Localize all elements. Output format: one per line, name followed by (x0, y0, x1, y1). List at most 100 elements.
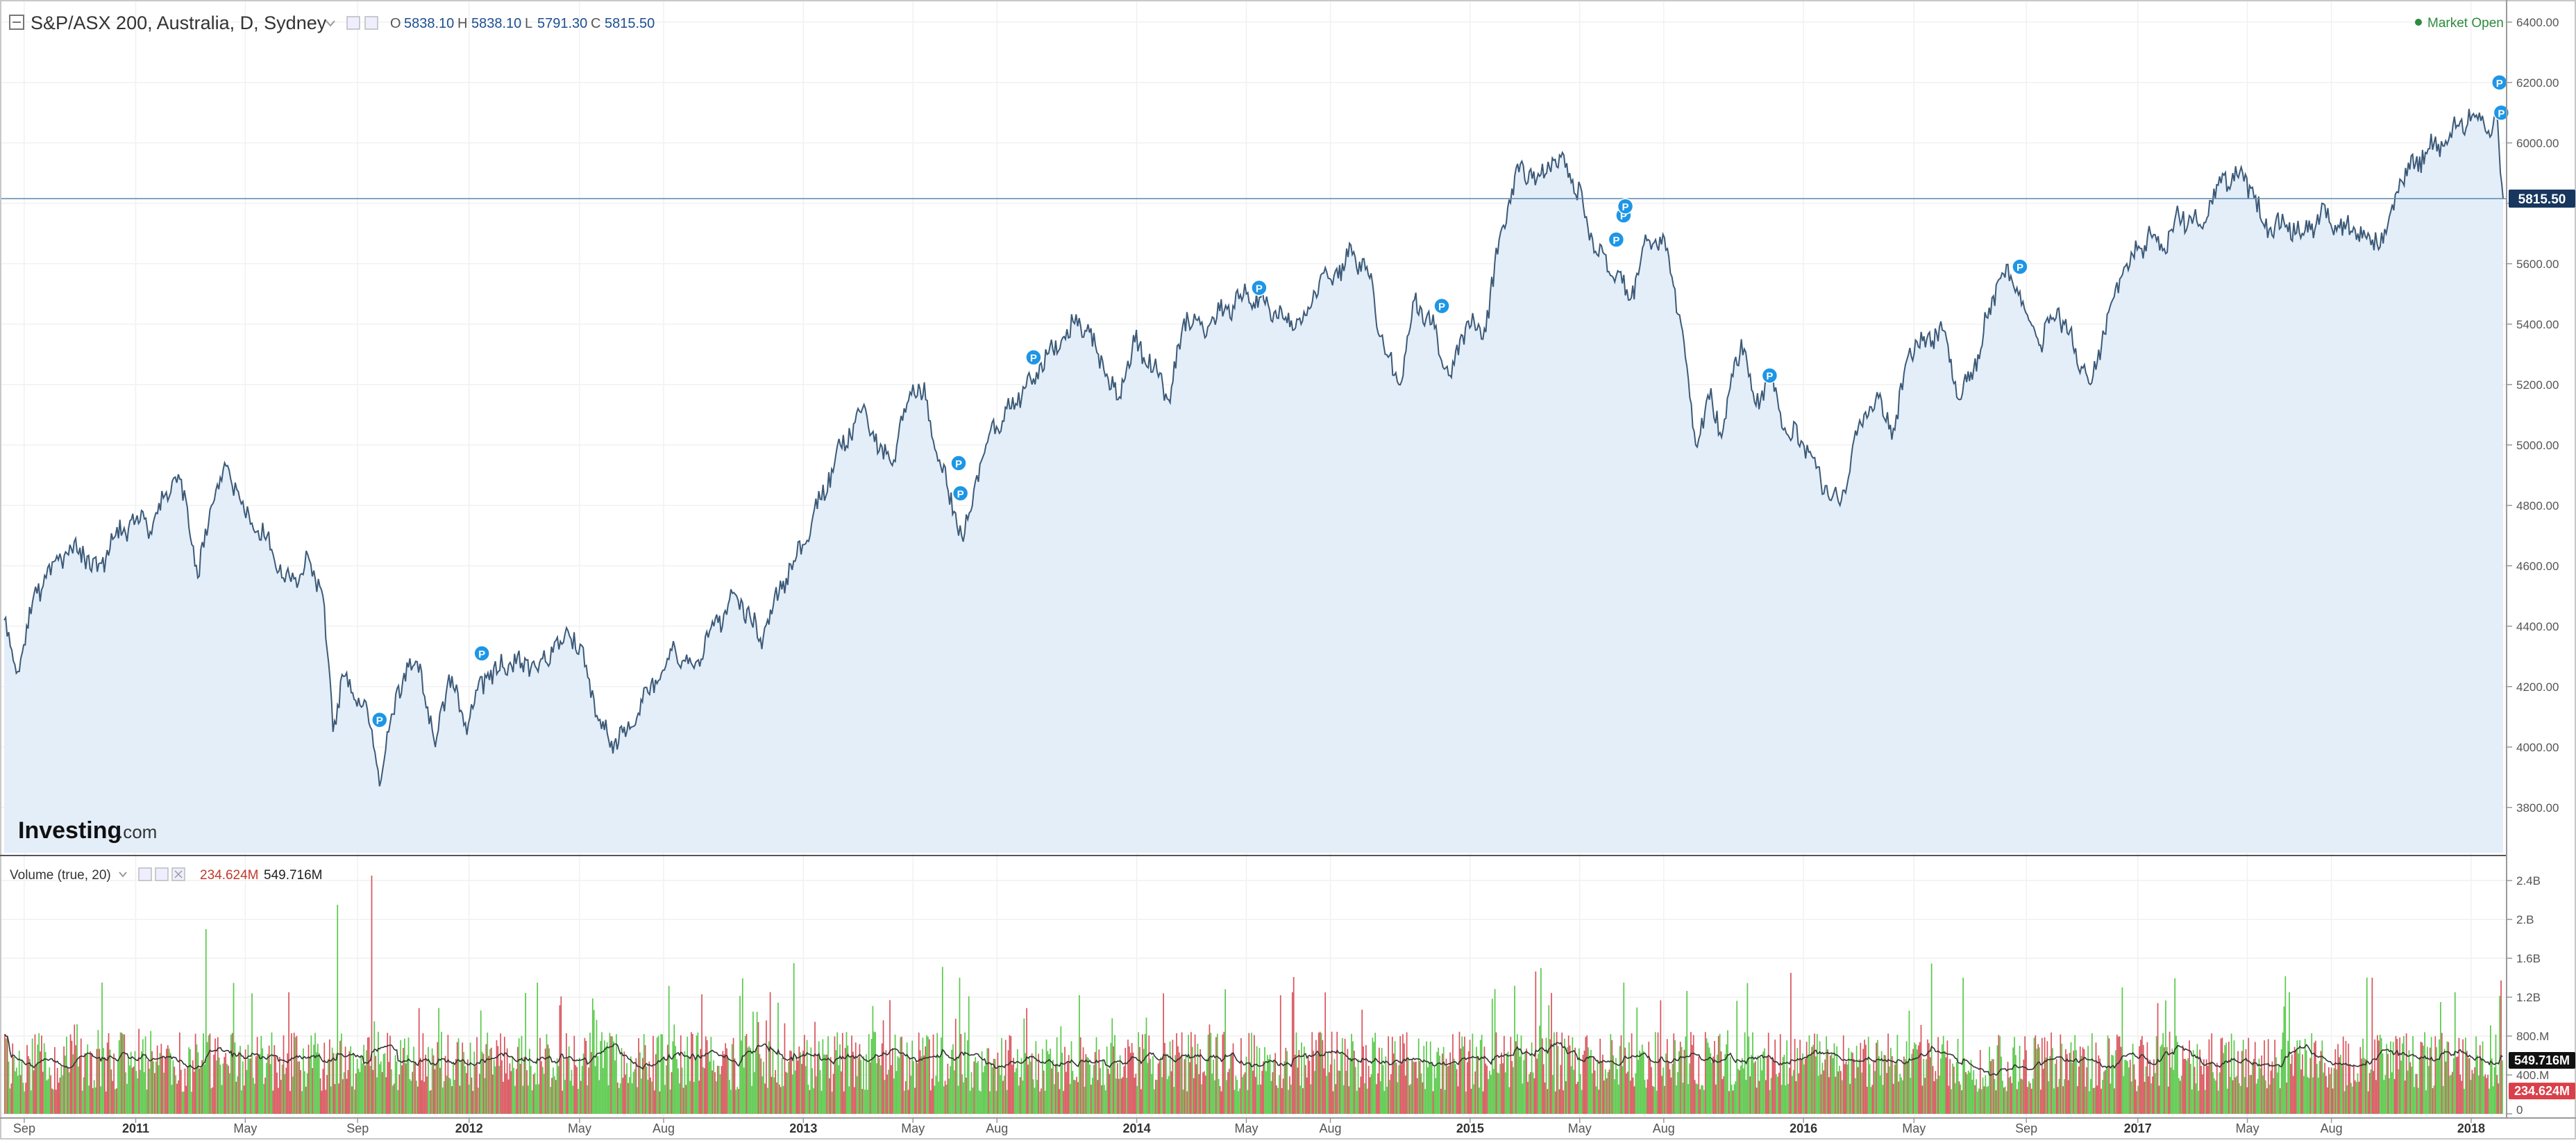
price-y-axis[interactable]: 3800.004000.004200.004400.004600.004800.… (2507, 16, 2559, 815)
annotation-marker[interactable]: P (2491, 74, 2508, 91)
chevron-down-icon[interactable] (326, 20, 335, 27)
symbol-title[interactable]: S&P/ASX 200, Australia, D, Sydney (31, 12, 327, 33)
volume-bar (2190, 1064, 2191, 1114)
volume-bar (2257, 1078, 2259, 1114)
settings-icon[interactable] (138, 867, 152, 881)
volume-bar (2216, 1062, 2218, 1114)
volume-bar (396, 1061, 398, 1114)
volume-bar (997, 1052, 999, 1114)
volume-bar (473, 1051, 475, 1114)
volume-bar (1382, 1065, 1384, 1114)
volume-bar (613, 1041, 614, 1114)
volume-bar (1758, 1081, 1760, 1114)
volume-bar (244, 1049, 246, 1114)
volume-bar (1301, 1042, 1302, 1114)
volume-bar (1724, 1053, 1726, 1114)
volume-bar (2155, 1036, 2157, 1114)
time-x-axis[interactable]: Sep 2011 May Sep 2012 May Aug 2013 May Aug 2014 May… (13, 1118, 2485, 1135)
settings-icon[interactable] (346, 16, 360, 30)
volume-bar (1381, 1048, 1383, 1114)
volume-bar (2205, 1059, 2207, 1114)
volume-bar (530, 1065, 532, 1114)
volume-bar (1791, 1076, 1793, 1114)
annotation-marker[interactable]: P (2012, 258, 2028, 275)
volume-bar (504, 1037, 505, 1114)
volume-bar (1721, 1079, 1724, 1114)
volume-bar (67, 1067, 69, 1114)
volume-bar (271, 1032, 273, 1114)
volume-bar (1815, 1056, 1817, 1114)
annotation-marker[interactable]: P (950, 455, 967, 472)
volume-bar (2026, 1050, 2027, 1114)
volume-bar (1061, 1053, 1063, 1114)
volume-bar (63, 1046, 65, 1114)
annotation-marker[interactable]: P (1608, 231, 1625, 248)
volume-bar (117, 1059, 119, 1114)
volume-bar (409, 1079, 411, 1114)
volume-bar (2445, 1061, 2447, 1114)
annotation-marker[interactable]: P (1025, 349, 1042, 366)
volume-bar (1781, 1085, 1783, 1114)
volume-bar (1989, 1046, 1990, 1114)
volume-bar (463, 1051, 464, 1114)
annotation-marker[interactable]: P (371, 711, 388, 728)
visibility-icon[interactable] (155, 867, 169, 881)
volume-bar (956, 1056, 958, 1114)
volume-bar (1486, 1065, 1488, 1114)
volume-bar (1529, 1071, 1531, 1114)
volume-bar (40, 1051, 41, 1114)
volume-bar (1858, 1059, 1860, 1114)
volume-bar (1949, 1059, 1951, 1114)
volume-bar (488, 1056, 489, 1114)
volume-bar (65, 1056, 66, 1114)
volume-bar (363, 1044, 364, 1114)
volume-bar (1376, 1084, 1377, 1114)
volume-bar (2166, 1046, 2168, 1114)
annotation-marker[interactable]: P (2493, 104, 2510, 121)
annotation-marker[interactable]: P (473, 645, 490, 662)
volume-bar (757, 1021, 759, 1114)
volume-bar (15, 1071, 16, 1114)
volume-bar (79, 1057, 81, 1114)
volume-bar (780, 1087, 782, 1114)
annotation-marker[interactable]: P (952, 485, 969, 502)
volume-bar (954, 1070, 955, 1114)
annotation-marker[interactable]: P (1761, 367, 1778, 384)
compare-icon[interactable] (364, 16, 378, 30)
volume-bar (2453, 1058, 2455, 1114)
volume-bar (707, 1053, 709, 1114)
volume-bar (591, 1051, 592, 1114)
volume-bar (141, 1051, 142, 1114)
volume-bar (171, 1085, 173, 1114)
volume-bar (2375, 1080, 2377, 1114)
volume-bar (1751, 1055, 1752, 1114)
volume-bar (1854, 1078, 1856, 1114)
volume-bar (722, 1051, 724, 1114)
volume-bar (1891, 1056, 1893, 1114)
volume-bar (318, 1053, 320, 1114)
volume-bar (1940, 1058, 1942, 1114)
volume-bar (434, 1069, 436, 1114)
volume-bar (2154, 1073, 2156, 1114)
volume-title[interactable]: Volume (true, 20) (10, 868, 111, 883)
volume-bar (1424, 1089, 1426, 1114)
volume-bar (1951, 1089, 1952, 1114)
volume-bar (1715, 1084, 1717, 1114)
volume-bar (676, 1059, 677, 1114)
volume-bar (1016, 1068, 1017, 1114)
volume-bar (1076, 1076, 1077, 1114)
annotation-marker[interactable]: P (1617, 198, 1634, 215)
annotation-marker[interactable]: P (1251, 279, 1268, 297)
volume-bar (172, 1060, 174, 1114)
volume-bar (637, 1087, 639, 1114)
volume-bar (1731, 1085, 1733, 1114)
annotation-marker[interactable]: P (1433, 297, 1450, 315)
volume-bar (460, 1060, 462, 1114)
chevron-down-icon[interactable] (119, 871, 127, 878)
volume-bar (337, 905, 339, 1114)
volume-bar (406, 1055, 408, 1114)
volume-bar (2254, 1042, 2256, 1114)
volume-bar (2033, 1037, 2035, 1114)
volume-bar (180, 1069, 182, 1114)
